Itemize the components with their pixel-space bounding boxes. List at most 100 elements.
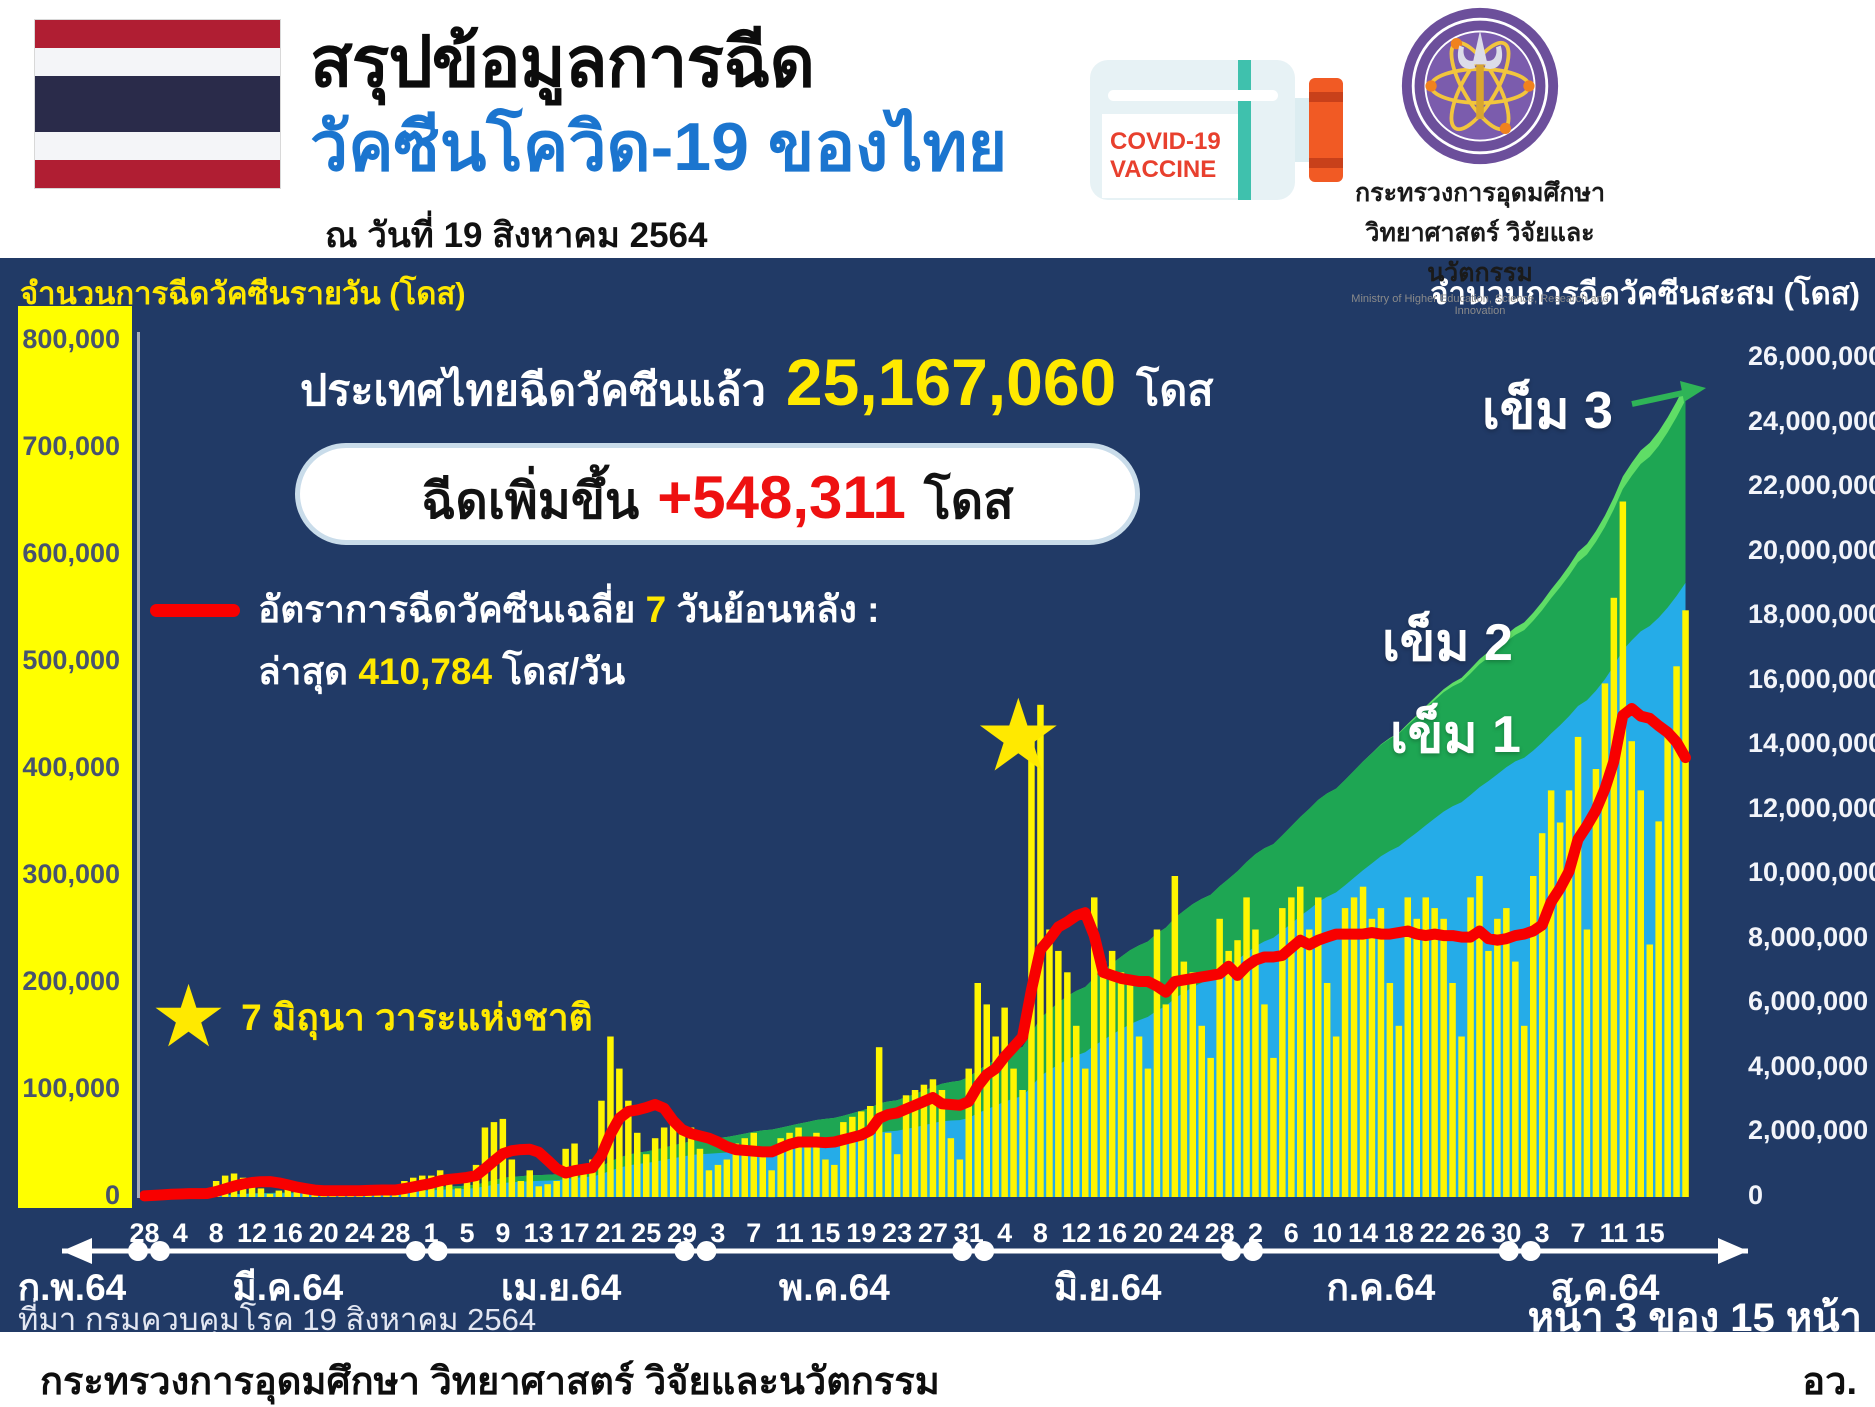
star-legend: ★ 7 มิถุนา วาระแห่งชาติ: [150, 969, 593, 1065]
left-axis-title: จำนวนการฉีดวัคซีนรายวัน (โดส): [20, 276, 466, 311]
left-axis-tick: 0: [104, 1180, 120, 1210]
x-axis-tick: 28: [380, 1218, 411, 1248]
x-axis-tick: 11: [1599, 1218, 1629, 1248]
increase-prefix: ฉีดเพิ่มขึ้น: [421, 473, 640, 529]
x-axis-tick: 5: [459, 1218, 475, 1248]
report-date: ณ วันที่ 19 สิงหาคม 2564: [325, 216, 708, 255]
right-axis-tick: 4,000,000: [1748, 1050, 1869, 1081]
avg-line-legend-swatch: [150, 604, 240, 617]
increase-value: +548,311: [657, 464, 906, 531]
right-axis-tick: 2,000,000: [1748, 1115, 1869, 1146]
left-axis-tick: 700,000: [22, 431, 120, 461]
footer: กระทรวงการอุดมศึกษา วิทยาศาสตร์ วิจัยและ…: [0, 1332, 1875, 1407]
right-axis-tick: 12,000,000: [1748, 792, 1875, 823]
right-axis-tick: 26,000,000: [1748, 341, 1875, 371]
right-axis-tick: 14,000,000: [1748, 728, 1875, 759]
x-axis-tick: 20: [1132, 1218, 1163, 1248]
star-icon: ★: [150, 969, 228, 1065]
footer-ministry-abbrev: อว.: [1802, 1361, 1857, 1403]
vial-label-text2: VACCINE: [1110, 156, 1217, 183]
star-annotation-icon: ★: [973, 680, 1064, 792]
month-label: มิ.ย.64: [1053, 1267, 1162, 1308]
x-axis-tick: 17: [559, 1218, 590, 1248]
left-axis-tick: 200,000: [22, 966, 120, 996]
x-axis-tick: 12: [236, 1218, 267, 1248]
daily-increase-pill: ฉีดเพิ่มขึ้น +548,311 โดส: [295, 443, 1140, 545]
dose2-area-label: เข็ม 2: [1382, 614, 1513, 672]
avg-legend-pre: อัตราการฉีดวัคซีนเฉลี่ย: [258, 589, 646, 630]
left-axis-tick: 300,000: [22, 859, 120, 889]
avg-legend-post: วันย้อนหลัง :: [666, 589, 880, 630]
x-axis-tick: 18: [1383, 1218, 1414, 1248]
right-axis-tick: 8,000,000: [1748, 921, 1869, 952]
avg-legend-days: 7: [645, 589, 667, 630]
x-axis-tick: 7: [1570, 1218, 1586, 1248]
vaccine-vial-icon: COVID-19 VACCINE: [1090, 50, 1350, 210]
x-axis-tick: 21: [595, 1218, 626, 1248]
x-axis-tick: 12: [1061, 1218, 1092, 1248]
x-axis-tick: 19: [846, 1218, 877, 1248]
flag-stripe-navy: [35, 76, 280, 132]
page-title-line2: วัคซีนโควิด-19 ของไทย: [310, 109, 1008, 185]
flag-stripe-white: [35, 132, 280, 160]
x-axis-tick: 26: [1455, 1218, 1486, 1248]
dose3-area-label: เข็ม 3: [1482, 382, 1613, 440]
vial-cap-band: [1309, 158, 1343, 168]
x-axis-tick: 4: [172, 1218, 188, 1248]
month-label: พ.ค.64: [778, 1267, 890, 1308]
increase-unit: โดส: [923, 473, 1014, 529]
right-axis-tick: 16,000,000: [1748, 663, 1875, 694]
y-axis-line: [137, 332, 140, 1198]
x-axis-tick: 7: [746, 1218, 762, 1248]
x-axis-tick: 13: [523, 1218, 554, 1248]
x-axis-tick: 16: [1097, 1218, 1128, 1248]
ministry-name-english: Ministry of Higher Education, Science, R…: [1351, 293, 1609, 317]
x-axis-tick: 3: [1534, 1218, 1550, 1248]
left-axis-tick: 400,000: [22, 752, 120, 782]
x-axis-tick: 22: [1419, 1218, 1450, 1248]
x-axis-tick: 24: [1168, 1218, 1199, 1248]
x-axis-tick: 24: [344, 1218, 375, 1248]
footer-ministry-name: กระทรวงการอุดมศึกษา วิทยาศาสตร์ วิจัยและ…: [40, 1361, 940, 1403]
month-label: ก.พ.64: [17, 1267, 127, 1308]
x-axis-tick: 25: [631, 1218, 662, 1248]
dose1-area-label: เข็ม 1: [1390, 706, 1521, 764]
right-axis-tick: 6,000,000: [1748, 986, 1869, 1017]
total-doses-prefix: ประเทศไทยฉีดวัคซีนแล้ว: [300, 367, 766, 415]
right-axis-title: จำนวนการฉีดวัคซีนสะสม (โดส): [1430, 276, 1860, 311]
flag-stripe-red: [35, 160, 280, 188]
vial-label: COVID-19 VACCINE: [1102, 114, 1238, 198]
x-axis-tick: 14: [1347, 1218, 1378, 1248]
left-axis-tick: 500,000: [22, 645, 120, 675]
ministry-logo-block: กระทรวงการอุดมศึกษา วิทยาศาสตร์ วิจัยและ…: [1330, 6, 1630, 317]
source-note: ที่มา กรมควบคุมโรค 19 สิงหาคม 2564: [18, 1302, 537, 1337]
right-axis-tick: 22,000,000: [1748, 470, 1875, 501]
vial-label-text1: COVID-19: [1110, 128, 1221, 156]
vial-highlight: [1108, 90, 1278, 101]
x-axis-tick: 8: [208, 1218, 224, 1248]
star-legend-text: 7 มิถุนา วาระแห่งชาติ: [241, 996, 593, 1038]
x-axis-tick: 11: [775, 1218, 804, 1248]
avg-line-legend-text1: อัตราการฉีดวัคซีนเฉลี่ย 7 วันย้อนหลัง :: [258, 580, 879, 639]
right-axis-tick: 10,000,000: [1748, 857, 1875, 888]
avg-line-legend-text2: ล่าสุด 410,784 โดส/วัน: [258, 642, 625, 701]
x-axis-tick: 1: [423, 1218, 439, 1248]
flag-stripe-white: [35, 48, 280, 76]
month-label: มี.ค.64: [232, 1267, 344, 1308]
x-axis-tick: 4: [997, 1218, 1013, 1248]
left-axis-tick: 800,000: [22, 324, 120, 354]
vial-stripe: [1238, 60, 1251, 200]
avg-latest-value: 410,784: [358, 651, 493, 692]
ministry-logo: [1401, 7, 1559, 165]
avg-latest-unit: โดส/วัน: [492, 651, 626, 692]
month-label: เม.ย.64: [500, 1267, 622, 1308]
vial-neck: [1295, 98, 1311, 162]
x-axis-tick: 9: [495, 1218, 511, 1248]
x-axis-tick: 6: [1283, 1218, 1299, 1248]
x-axis-tick: 2: [1247, 1218, 1263, 1248]
month-label: ส.ค.64: [1550, 1267, 1660, 1308]
page-title-line1: สรุปข้อมูลการฉีด: [310, 23, 815, 101]
left-axis-scale-box: [18, 306, 132, 1208]
ministry-name-line1: กระทรวงการอุดมศึกษา: [1355, 179, 1605, 207]
